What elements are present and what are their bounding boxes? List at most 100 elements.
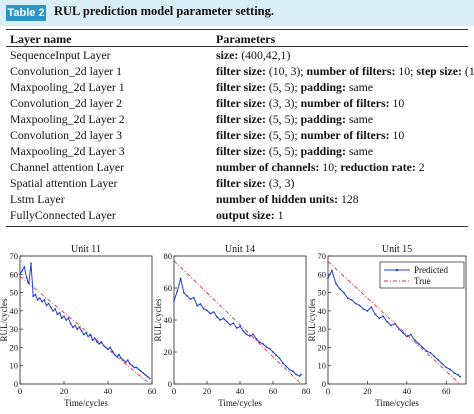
predicted-point <box>45 304 48 307</box>
predicted-point <box>186 295 189 297</box>
x-tick-label: 20 <box>203 386 212 396</box>
chart-title: Unit 14 <box>225 244 255 255</box>
parameters-cell: filter size: (5, 5); padding: same <box>216 112 374 126</box>
y-tick-label: 60 <box>164 283 173 293</box>
layer-name-cell: SequenceInput Layer <box>10 48 111 62</box>
predicted-point <box>148 377 151 380</box>
y-tick-label: 20 <box>318 342 327 352</box>
predicted-point <box>113 353 116 356</box>
predicted-point <box>38 297 41 299</box>
predicted-point <box>56 313 59 316</box>
layer-name-cell: Channel attention Layer <box>10 160 124 174</box>
x-tick-label: 80 <box>302 386 311 396</box>
predicted-point <box>199 303 202 305</box>
chart-title: Unit 15 <box>382 244 412 255</box>
y-tick-label: 20 <box>10 342 19 352</box>
predicted-point <box>258 341 261 344</box>
predicted-point <box>19 273 21 276</box>
header-parameters: Parameters <box>216 32 276 46</box>
predicted-point <box>421 346 424 349</box>
predicted-point <box>433 355 436 358</box>
predicted-point <box>222 317 225 320</box>
predicted-point <box>354 302 357 305</box>
true-rul-line <box>327 261 461 385</box>
predicted-point <box>65 319 68 321</box>
predicted-point <box>374 313 377 316</box>
predicted-point <box>206 309 208 312</box>
predicted-point <box>52 310 54 312</box>
y-tick-label: 10 <box>318 361 327 371</box>
predicted-point <box>144 374 147 376</box>
predicted-point <box>295 373 297 376</box>
table-row: Maxpooling_2d Layer 3 filter size: (5, 5)… <box>0 143 474 159</box>
predicted-point <box>449 368 452 371</box>
predicted-point <box>30 262 32 265</box>
predicted-point <box>409 333 412 336</box>
x-tick-label: 0 <box>18 386 22 396</box>
predicted-point <box>41 300 43 303</box>
predicted-rul-line <box>173 278 302 377</box>
predicted-point <box>350 299 353 301</box>
layer-name-cell: Spatial attention Layer <box>10 176 118 190</box>
predicted-point <box>176 290 179 293</box>
chart-unit-11: Unit 11 0 20 40 60 0 10 20 30 40 50 60 70 Time/cycles… <box>0 244 157 408</box>
layer-name-cell: Maxpooling_2d Layer 2 <box>10 112 125 126</box>
predicted-point <box>386 320 388 323</box>
predicted-point <box>23 266 26 268</box>
predicted-point <box>196 304 198 307</box>
x-axis-label: Time/cycles <box>64 398 108 408</box>
true-rul-line <box>19 275 151 385</box>
predicted-point <box>335 282 337 285</box>
predicted-point <box>291 370 294 373</box>
predicted-point <box>34 293 37 296</box>
predicted-point <box>89 333 92 336</box>
x-axis-label: Time/cycles <box>218 398 262 408</box>
predicted-point <box>457 374 459 376</box>
x-tick-label: 40 <box>236 386 245 396</box>
chart-unit-15: Unit 15 0 20 40 60 0 10 20 30 40 50 60 70 Time/cycles… <box>308 244 467 408</box>
layer-name-cell: Maxpooling_2d Layer 1 <box>10 80 125 94</box>
legend-label: True <box>414 276 431 286</box>
predicted-point <box>285 365 288 368</box>
predicted-point <box>249 335 251 337</box>
x-tick-label: 20 <box>363 386 372 396</box>
table-row: Channel attention Layer number of channel… <box>0 159 474 175</box>
predicted-point <box>102 344 105 347</box>
predicted-point <box>252 333 255 336</box>
predicted-point <box>80 330 83 332</box>
predicted-point <box>265 346 268 349</box>
table-caption: Table 2 RUL prediction model parameter s… <box>0 0 474 26</box>
layer-name-cell: Convolution_2d layer 2 <box>10 96 123 110</box>
y-tick-label: 50 <box>318 288 327 298</box>
predicted-point <box>413 339 416 341</box>
predicted-point <box>262 343 264 345</box>
predicted-point <box>179 277 182 280</box>
predicted-point <box>124 361 127 363</box>
top-rule <box>6 29 468 30</box>
predicted-point <box>173 299 175 302</box>
predicted-point <box>71 326 74 329</box>
predicted-point <box>406 335 408 338</box>
table-row: Spatial attention Layer filter size: (3, … <box>0 175 474 191</box>
layer-name-cell: FullyConnected Layer <box>10 208 116 222</box>
x-tick-label: 0 <box>172 386 176 396</box>
predicted-point <box>445 366 448 369</box>
predicted-point <box>63 315 65 318</box>
predicted-point <box>93 337 96 340</box>
predicted-point <box>338 288 341 290</box>
predicted-point <box>25 277 28 279</box>
predicted-point <box>189 298 192 301</box>
layer-name-cell: Lstm Layer <box>10 192 65 206</box>
predicted-point <box>111 350 114 352</box>
predicted-point <box>331 269 333 272</box>
y-tick-label: 60 <box>318 269 327 279</box>
predicted-point <box>229 323 231 326</box>
predicted-point <box>129 363 131 365</box>
x-tick-label: 60 <box>148 386 157 396</box>
predicted-point <box>60 317 63 320</box>
table-row: Convolution_2d layer 3 filter size: (5, 5… <box>0 127 474 143</box>
predicted-point <box>268 347 271 350</box>
predicted-point <box>212 311 215 313</box>
x-tick-label: 60 <box>269 386 278 396</box>
x-tick-label: 40 <box>104 386 113 396</box>
